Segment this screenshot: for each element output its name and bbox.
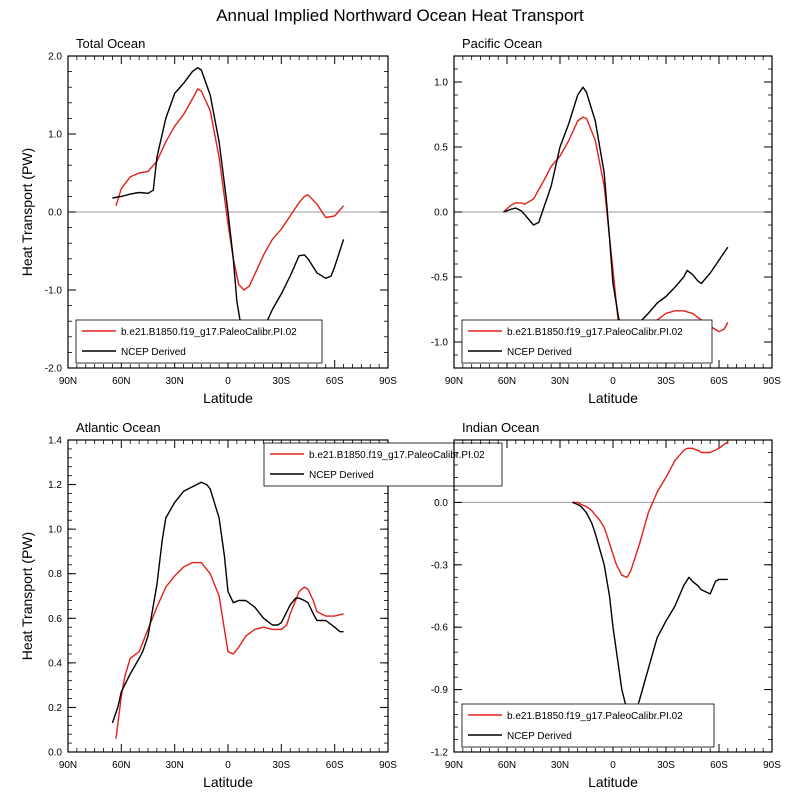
x-tick-label: 30N	[551, 760, 569, 771]
y-tick-label: 0.0	[434, 208, 448, 219]
y-tick-label: -2.0	[45, 364, 63, 375]
legend: b.e21.B1850.f19_g17.PaleoCalibr.PI.02 NCE…	[461, 703, 715, 748]
x-tick-label: 90S	[763, 376, 781, 387]
panel-total-ocean: Total Ocean 90N 60N 30N 0 30S 60S 90S -2.0 -1.0 0.…	[19, 36, 397, 406]
x-tick-label: 90N	[445, 376, 463, 387]
x-tick-label: 30S	[272, 760, 290, 771]
x-tick-label: 30N	[551, 376, 569, 387]
y-tick-label: -0.5	[431, 273, 449, 284]
y-tick-label: -0.9	[431, 685, 449, 696]
y-tick-label: 1.0	[48, 130, 62, 141]
x-axis-label: Latitude	[203, 390, 253, 406]
x-tick-label: 30S	[272, 376, 290, 387]
y-tick-label: 0.5	[434, 143, 448, 154]
panel-title: Atlantic Ocean	[76, 420, 161, 435]
panel-title: Total Ocean	[76, 36, 145, 51]
x-tick-label: 30S	[657, 760, 675, 771]
x-tick-label: 30N	[165, 376, 183, 387]
x-tick-label: 60N	[498, 376, 516, 387]
x-tick-label: 30N	[165, 760, 183, 771]
x-tick-label: 60N	[112, 376, 130, 387]
series-ncep-line	[112, 66, 345, 342]
x-axis-label: Latitude	[588, 390, 638, 406]
y-tick-label: 0.0	[48, 748, 62, 759]
panel-title: Pacific Ocean	[462, 36, 542, 51]
x-tick-label: 0	[225, 760, 231, 771]
y-tick-label: 0.0	[48, 208, 62, 219]
x-tick-label: 60S	[326, 760, 344, 771]
y-tick-label: -0.3	[431, 560, 449, 571]
x-tick-label: 90S	[763, 760, 781, 771]
legend-ncep-label: NCEP Derived	[121, 347, 186, 358]
plot-frame	[453, 55, 773, 369]
x-tick-label: 90S	[379, 760, 397, 771]
x-tick-label: 60S	[710, 760, 728, 771]
legend-ncep-label: NCEP Derived	[507, 731, 572, 742]
page-title: Annual Implied Northward Ocean Heat Tran…	[216, 6, 584, 25]
panel-indian-ocean: Indian Ocean 90N 60N 30N 0 30S 60S 90S -1.2 -0.9 -…	[431, 420, 781, 790]
y-tick-label: 1.4	[48, 436, 62, 447]
y-tick-label: 1.2	[48, 480, 62, 491]
series-model-line	[572, 441, 729, 578]
y-tick-label: -0.6	[431, 623, 449, 634]
plot-frame	[67, 55, 389, 369]
series-model-line	[115, 561, 344, 739]
x-tick-label: 90N	[59, 760, 77, 771]
legend-model-label: b.e21.B1850.f19_g17.PaleoCalibr.PI.02	[309, 450, 485, 461]
y-tick-label: 1.0	[48, 525, 62, 536]
legend-box	[263, 442, 503, 487]
y-tick-label: 0.8	[48, 569, 62, 580]
x-tick-label: 0	[610, 376, 616, 387]
legend: b.e21.B1850.f19_g17.PaleoCalibr.PI.02 NCE…	[75, 319, 323, 364]
y-tick-label: -1.0	[431, 338, 449, 349]
x-tick-label: 0	[225, 376, 231, 387]
series-model-line	[503, 116, 729, 356]
legend-box	[75, 319, 323, 364]
series-ncep-line	[503, 86, 729, 337]
legend: b.e21.B1850.f19_g17.PaleoCalibr.PI.02 NCE…	[461, 319, 713, 364]
x-tick-label: 90N	[59, 376, 77, 387]
legend-box	[461, 703, 715, 748]
panel-atlantic-ocean: Atlantic Ocean 90N 60N 30N 0 30S 60S 90S 0.0 0.2 0…	[19, 420, 503, 790]
x-tick-label: 60N	[112, 760, 130, 771]
series-ncep-line	[111, 481, 344, 724]
legend-ncep-label: NCEP Derived	[507, 347, 572, 358]
x-tick-label: 60S	[326, 376, 344, 387]
x-tick-label: 60S	[710, 376, 728, 387]
x-axis-label: Latitude	[588, 774, 638, 790]
plot-frame	[453, 439, 773, 753]
legend-ncep-label: NCEP Derived	[309, 470, 374, 481]
legend-model-label: b.e21.B1850.f19_g17.PaleoCalibr.PI.02	[121, 327, 297, 338]
y-tick-label: -1.0	[45, 286, 63, 297]
panel-pacific-ocean: Pacific Ocean 90N 60N 30N 0 30S 60S 90S -1.0 -0.5…	[431, 36, 781, 406]
x-tick-label: 60N	[498, 760, 516, 771]
y-tick-label: 0.0	[434, 498, 448, 509]
legend-box	[461, 319, 713, 364]
y-tick-label: 0.2	[48, 703, 62, 714]
plot-frame	[67, 439, 389, 753]
y-tick-label: -1.2	[431, 748, 449, 759]
y-tick-label: 0.6	[48, 614, 62, 625]
legend: b.e21.B1850.f19_g17.PaleoCalibr.PI.02 NCE…	[263, 442, 503, 487]
x-tick-label: 30S	[657, 376, 675, 387]
y-axis-label: Heat Transport (PW)	[19, 532, 35, 660]
panel-title: Indian Ocean	[462, 420, 539, 435]
y-axis-label: Heat Transport (PW)	[19, 148, 35, 276]
legend-model-label: b.e21.B1850.f19_g17.PaleoCalibr.PI.02	[507, 327, 683, 338]
x-tick-label: 0	[610, 760, 616, 771]
x-tick-label: 90N	[445, 760, 463, 771]
legend-model-label: b.e21.B1850.f19_g17.PaleoCalibr.PI.02	[507, 711, 683, 722]
y-tick-label: 2.0	[48, 52, 62, 63]
x-tick-label: 90S	[379, 376, 397, 387]
x-axis-label: Latitude	[203, 774, 253, 790]
series-ncep-line	[572, 501, 728, 720]
y-tick-label: 1.0	[434, 78, 448, 89]
y-tick-label: 0.4	[48, 658, 62, 669]
